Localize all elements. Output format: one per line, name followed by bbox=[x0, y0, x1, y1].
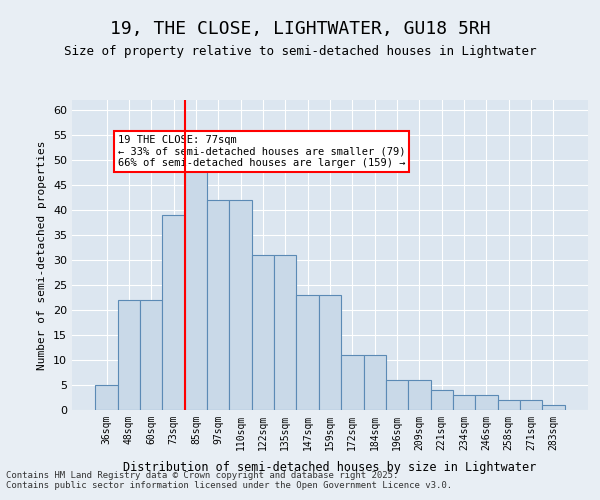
Bar bbox=[229, 200, 252, 410]
Bar bbox=[274, 255, 296, 410]
Bar bbox=[185, 165, 207, 410]
X-axis label: Distribution of semi-detached houses by size in Lightwater: Distribution of semi-detached houses by … bbox=[124, 461, 536, 474]
Text: 19 THE CLOSE: 77sqm
← 33% of semi-detached houses are smaller (79)
66% of semi-d: 19 THE CLOSE: 77sqm ← 33% of semi-detach… bbox=[118, 135, 405, 168]
Bar bbox=[497, 400, 520, 410]
Bar bbox=[408, 380, 431, 410]
Bar bbox=[341, 355, 364, 410]
Bar bbox=[118, 300, 140, 410]
Bar bbox=[475, 395, 497, 410]
Bar bbox=[453, 395, 475, 410]
Bar bbox=[364, 355, 386, 410]
Y-axis label: Number of semi-detached properties: Number of semi-detached properties bbox=[37, 140, 47, 370]
Bar bbox=[542, 405, 565, 410]
Bar bbox=[319, 295, 341, 410]
Text: Size of property relative to semi-detached houses in Lightwater: Size of property relative to semi-detach… bbox=[64, 45, 536, 58]
Bar bbox=[252, 255, 274, 410]
Text: 19, THE CLOSE, LIGHTWATER, GU18 5RH: 19, THE CLOSE, LIGHTWATER, GU18 5RH bbox=[110, 20, 490, 38]
Bar bbox=[163, 215, 185, 410]
Bar bbox=[207, 200, 229, 410]
Bar bbox=[431, 390, 453, 410]
Text: Contains HM Land Registry data © Crown copyright and database right 2025.
Contai: Contains HM Land Registry data © Crown c… bbox=[6, 470, 452, 490]
Bar bbox=[520, 400, 542, 410]
Bar bbox=[140, 300, 163, 410]
Bar bbox=[95, 385, 118, 410]
Bar bbox=[386, 380, 408, 410]
Bar bbox=[296, 295, 319, 410]
